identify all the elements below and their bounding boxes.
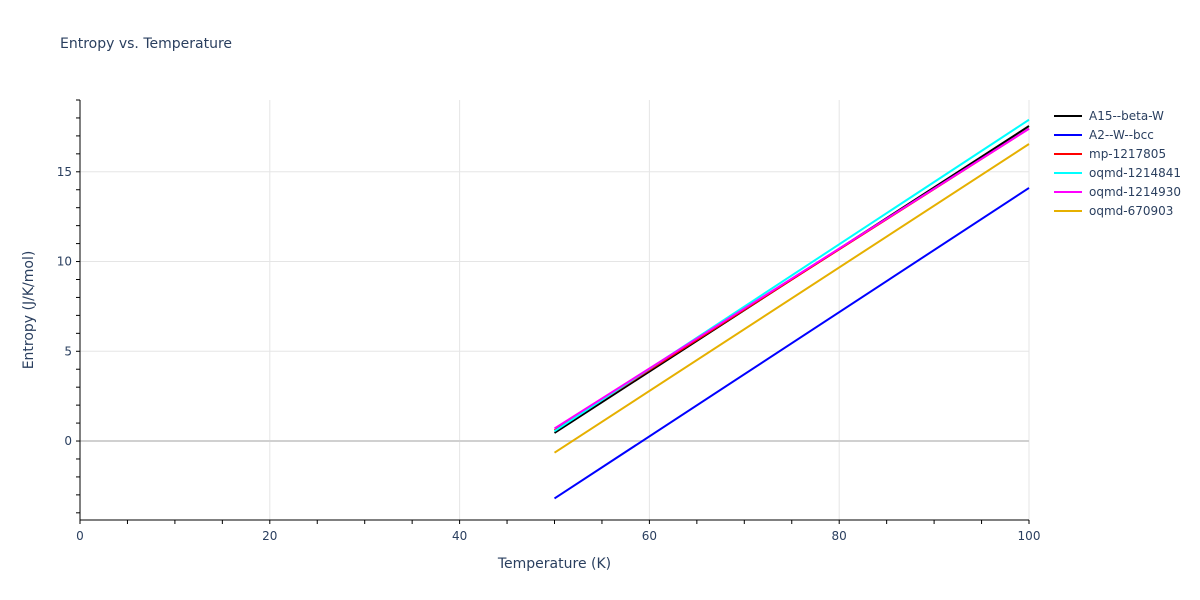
x-tick-label: 0 xyxy=(76,529,84,543)
legend-swatch-icon xyxy=(1054,152,1082,155)
series-line xyxy=(553,143,1030,454)
legend-item[interactable]: oqmd-1214930 xyxy=(1054,182,1181,201)
y-axis-title: Entropy (J/K/mol) xyxy=(21,251,37,370)
legend-label: oqmd-1214841 xyxy=(1089,165,1182,180)
x-tick-label: 60 xyxy=(642,529,657,543)
legend-item[interactable]: A15--beta-W xyxy=(1054,106,1181,125)
legend-swatch-icon xyxy=(1054,133,1082,136)
x-tick-label: 80 xyxy=(832,529,847,543)
legend: A15--beta-W A2--W--bcc mp-1217805 oqmd-1214… xyxy=(1054,106,1181,220)
legend-swatch-icon xyxy=(1054,114,1082,117)
legend-item[interactable]: oqmd-1214841 xyxy=(1054,163,1181,182)
legend-label: oqmd-1214930 xyxy=(1089,184,1182,199)
legend-item[interactable]: A2--W--bcc xyxy=(1054,125,1181,144)
y-tick-label: 15 xyxy=(57,165,72,179)
legend-item[interactable]: oqmd-670903 xyxy=(1054,201,1181,220)
y-tick-label: 0 xyxy=(64,434,72,448)
series-line xyxy=(553,187,1030,500)
series-line xyxy=(553,127,1030,430)
legend-label: mp-1217805 xyxy=(1089,146,1167,161)
chart-title: Entropy vs. Temperature xyxy=(60,36,233,52)
legend-item[interactable]: mp-1217805 xyxy=(1054,144,1181,163)
legend-swatch-icon xyxy=(1054,190,1082,193)
y-tick-label: 10 xyxy=(57,255,72,269)
legend-swatch-icon xyxy=(1054,171,1082,174)
x-tick-label: 40 xyxy=(452,529,467,543)
legend-label: oqmd-670903 xyxy=(1089,203,1174,218)
legend-swatch-icon xyxy=(1054,209,1082,212)
x-tick-label: 100 xyxy=(1018,529,1041,543)
legend-label: A15--beta-W xyxy=(1089,108,1164,123)
y-tick-label: 5 xyxy=(64,344,72,358)
x-tick-label: 20 xyxy=(262,529,277,543)
x-axis-title: Temperature (K) xyxy=(497,556,611,572)
legend-label: A2--W--bcc xyxy=(1089,127,1154,142)
